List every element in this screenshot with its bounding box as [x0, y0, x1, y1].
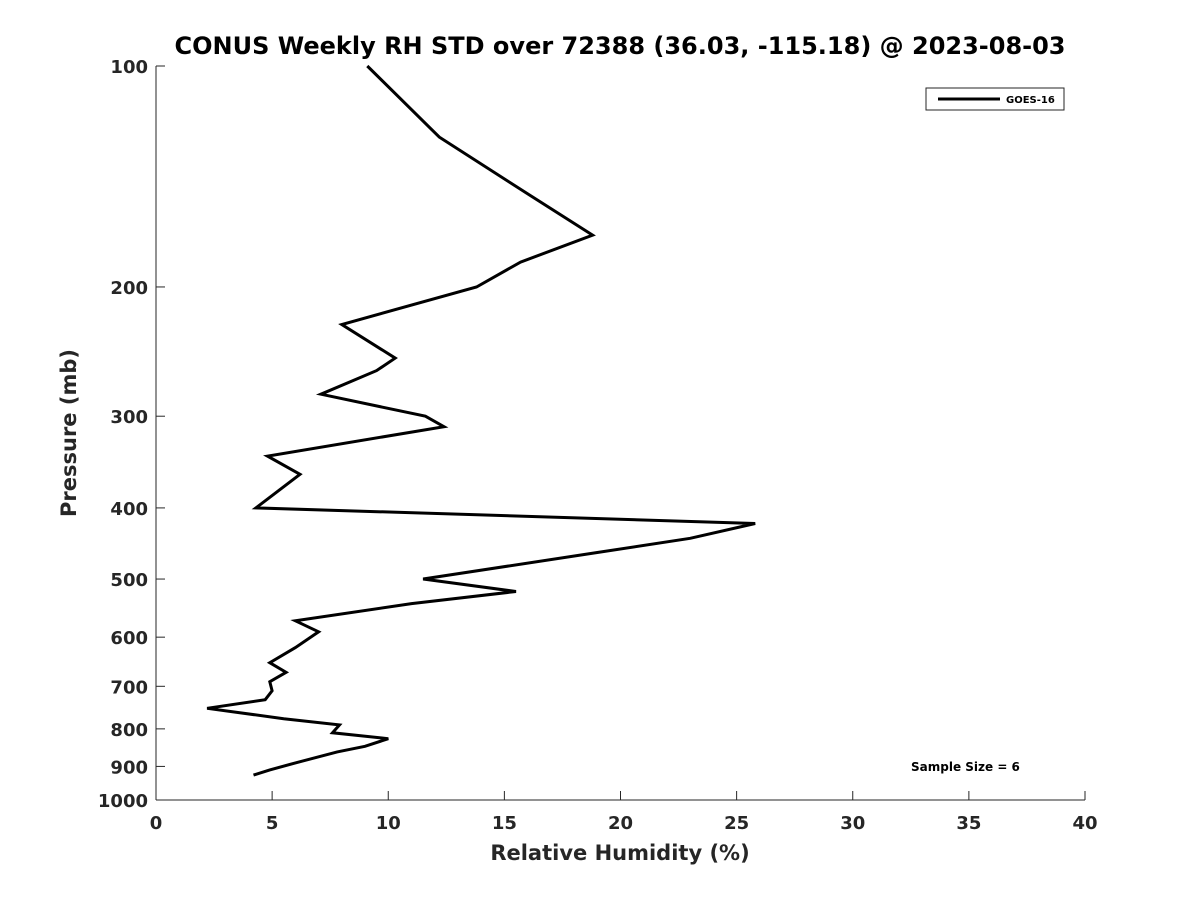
y-axis-ticks: 100 200 300 400 500 600 700 800 900 1000 — [98, 57, 165, 812]
x-tick-label-0: 0 — [150, 813, 163, 834]
x-tick-label-35: 35 — [956, 813, 981, 834]
x-tick-label-10: 10 — [376, 813, 401, 834]
x-axis-label: Relative Humidity (%) — [490, 841, 749, 865]
y-tick-label-600: 600 — [110, 628, 148, 649]
y-tick-label-300: 300 — [110, 407, 148, 428]
x-axis-ticks: 0 5 10 15 20 25 30 35 40 — [150, 791, 1098, 834]
y-tick-label-800: 800 — [110, 720, 148, 741]
x-tick-label-30: 30 — [840, 813, 865, 834]
legend: GOES-16 — [925, 87, 1065, 111]
series-line-goes-16 — [206, 64, 756, 777]
plot-area — [156, 66, 1085, 800]
series-layer — [206, 64, 756, 777]
x-tick-label-5: 5 — [266, 813, 279, 834]
y-tick-label-100: 100 — [110, 57, 148, 78]
sample-size-annotation: Sample Size = 6 — [911, 760, 1020, 774]
y-tick-label-900: 900 — [110, 757, 148, 778]
x-tick-label-15: 15 — [492, 813, 517, 834]
legend-label-goes-16: GOES-16 — [1006, 95, 1055, 106]
x-tick-label-20: 20 — [608, 813, 633, 834]
x-tick-label-40: 40 — [1072, 813, 1097, 834]
y-tick-label-200: 200 — [110, 278, 148, 299]
y-axis-label: Pressure (mb) — [57, 349, 81, 517]
y-tick-label-400: 400 — [110, 499, 148, 520]
chart-title: CONUS Weekly RH STD over 72388 (36.03, -… — [174, 32, 1065, 60]
x-tick-label-25: 25 — [724, 813, 749, 834]
y-tick-label-700: 700 — [110, 677, 148, 698]
y-tick-label-1000: 1000 — [98, 791, 148, 812]
y-tick-label-500: 500 — [110, 570, 148, 591]
